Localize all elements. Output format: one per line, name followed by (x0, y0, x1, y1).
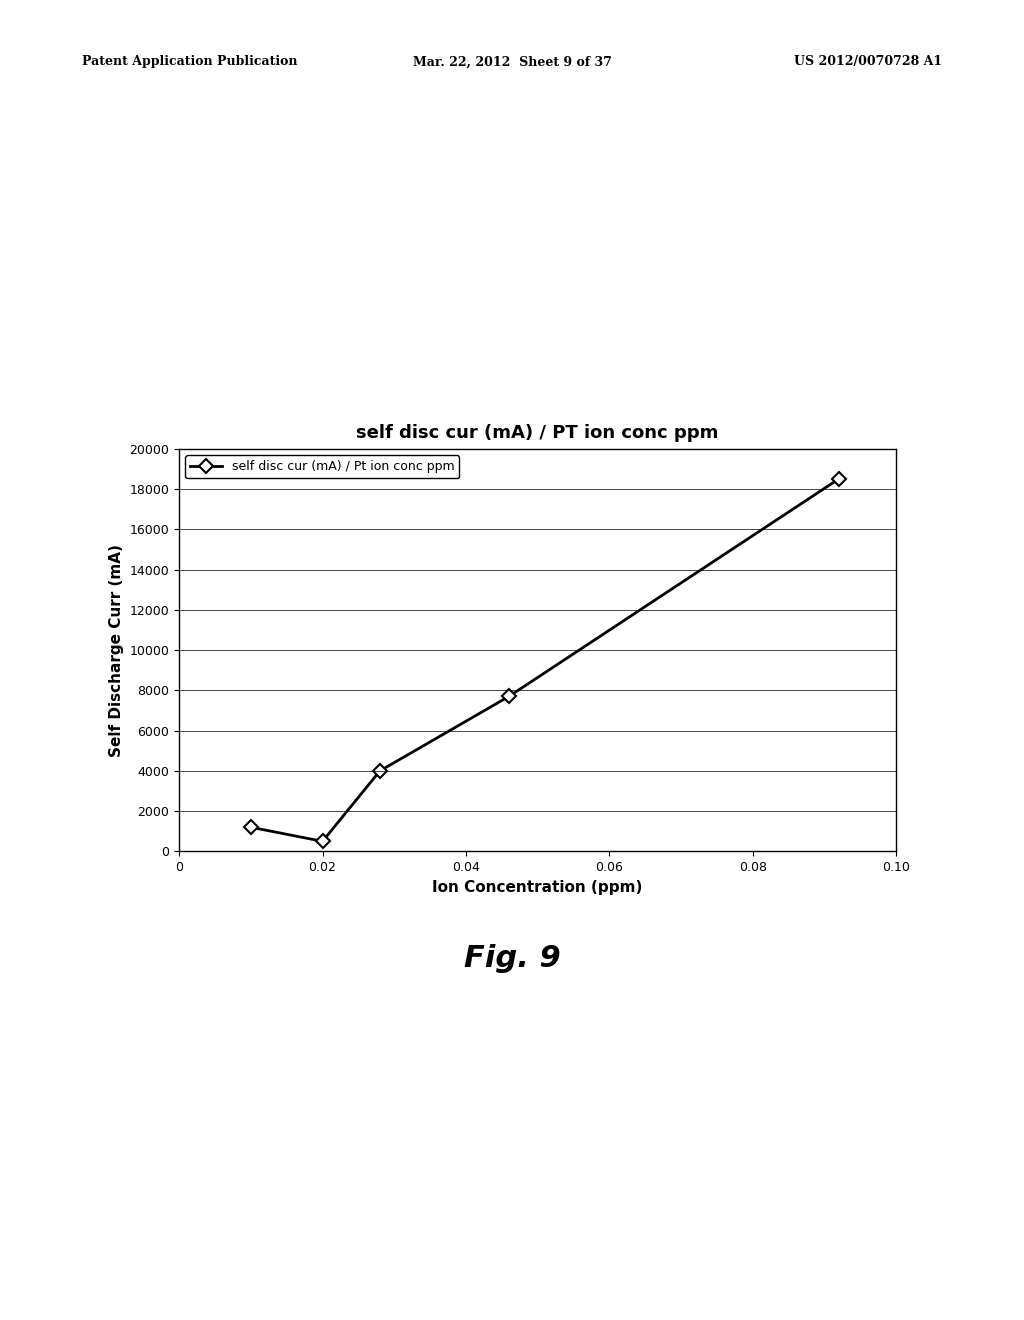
self disc cur (mA) / Pt ion conc ppm (833, 471, 845, 487)
Text: US 2012/0070728 A1: US 2012/0070728 A1 (794, 55, 942, 69)
Y-axis label: Self Discharge Curr (mA): Self Discharge Curr (mA) (109, 544, 124, 756)
Line: self disc cur (mA) / Pt ion conc ppm: self disc cur (mA) / Pt ion conc ppm (246, 474, 844, 846)
self disc cur (mA) / Pt ion conc ppm (503, 689, 515, 705)
Title: self disc cur (mA) / PT ion conc ppm: self disc cur (mA) / PT ion conc ppm (356, 424, 719, 442)
self disc cur (mA) / Pt ion conc ppm (245, 820, 257, 836)
Text: Mar. 22, 2012  Sheet 9 of 37: Mar. 22, 2012 Sheet 9 of 37 (413, 55, 611, 69)
Text: Patent Application Publication: Patent Application Publication (82, 55, 297, 69)
self disc cur (mA) / Pt ion conc ppm (374, 763, 386, 779)
Text: Fig. 9: Fig. 9 (464, 944, 560, 973)
X-axis label: Ion Concentration (ppm): Ion Concentration (ppm) (432, 879, 643, 895)
Legend: self disc cur (mA) / Pt ion conc ppm: self disc cur (mA) / Pt ion conc ppm (185, 455, 460, 478)
self disc cur (mA) / Pt ion conc ppm (316, 833, 329, 849)
